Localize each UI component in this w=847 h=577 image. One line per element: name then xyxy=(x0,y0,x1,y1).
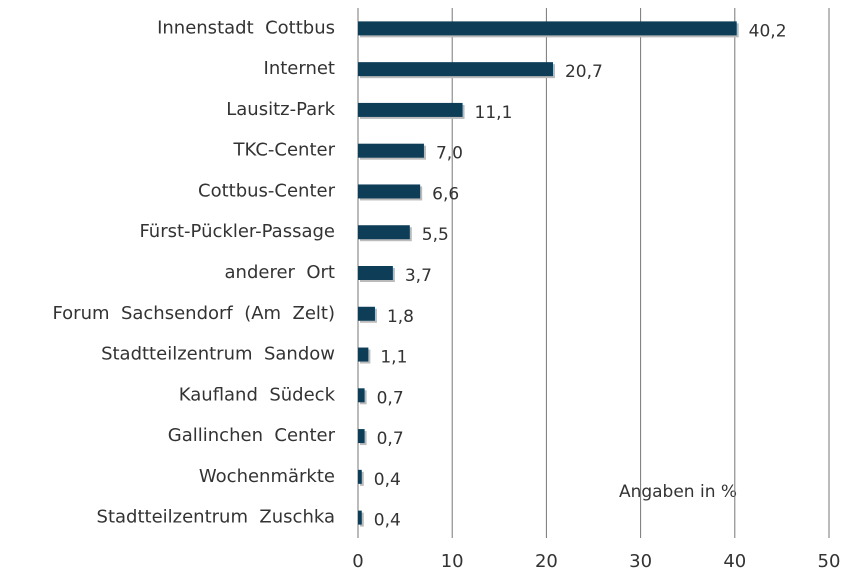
value-label: 0,4 xyxy=(374,511,401,531)
x-tick-label: 10 xyxy=(441,551,464,572)
bar xyxy=(358,306,375,321)
value-label: 40,2 xyxy=(749,21,787,41)
bar xyxy=(358,21,737,36)
bar xyxy=(358,347,369,362)
x-tick-label: 40 xyxy=(723,551,746,572)
y-tick-label: Lausitz-Park xyxy=(226,99,335,120)
y-tick-label: Stadtteilzentrum Zuschka xyxy=(97,507,335,528)
y-tick-label: Stadtteilzentrum Sandow xyxy=(101,344,335,365)
bar xyxy=(358,102,463,117)
x-tick-label: 0 xyxy=(352,551,363,572)
value-label: 20,7 xyxy=(565,62,603,82)
y-tick-label: Kaufland Südeck xyxy=(179,384,336,405)
y-tick-label: anderer Ort xyxy=(225,262,336,283)
value-label: 0,7 xyxy=(377,429,404,449)
y-tick-label: Forum Sachsendorf (Am Zelt) xyxy=(52,303,335,324)
value-label: 0,7 xyxy=(377,388,404,408)
y-tick-label: Innenstadt Cottbus xyxy=(157,17,335,38)
bar xyxy=(358,510,362,525)
bar xyxy=(358,225,410,240)
bar xyxy=(358,469,362,484)
y-tick-label: Wochenmärkte xyxy=(199,466,335,487)
value-label: 3,7 xyxy=(405,266,432,286)
y-tick-label: Internet xyxy=(264,58,335,79)
bar xyxy=(358,184,421,199)
y-tick-label: Gallinchen Center xyxy=(168,425,336,446)
y-tick-label: TKC-Center xyxy=(233,140,336,161)
bar xyxy=(358,143,424,158)
y-tick-label: Cottbus-Center xyxy=(198,180,336,201)
bar xyxy=(358,266,393,280)
x-tick-label: 50 xyxy=(818,551,841,572)
annotation: Angaben in % xyxy=(619,482,737,502)
bar xyxy=(358,62,553,77)
bar-shadow xyxy=(360,471,364,486)
bar xyxy=(358,388,365,403)
value-label: 1,8 xyxy=(387,307,414,327)
value-label: 7,0 xyxy=(436,144,463,164)
value-label: 11,1 xyxy=(475,103,513,123)
value-label: 5,5 xyxy=(422,225,449,245)
value-label: 1,1 xyxy=(380,348,407,368)
value-label: 0,4 xyxy=(374,470,401,490)
x-tick-label: 20 xyxy=(535,551,558,572)
value-label: 6,6 xyxy=(432,184,459,204)
x-tick-label: 30 xyxy=(629,551,652,572)
bar xyxy=(358,429,365,444)
y-tick-label: Fürst-Pückler-Passage xyxy=(139,221,335,242)
bar-shadow xyxy=(360,512,364,527)
